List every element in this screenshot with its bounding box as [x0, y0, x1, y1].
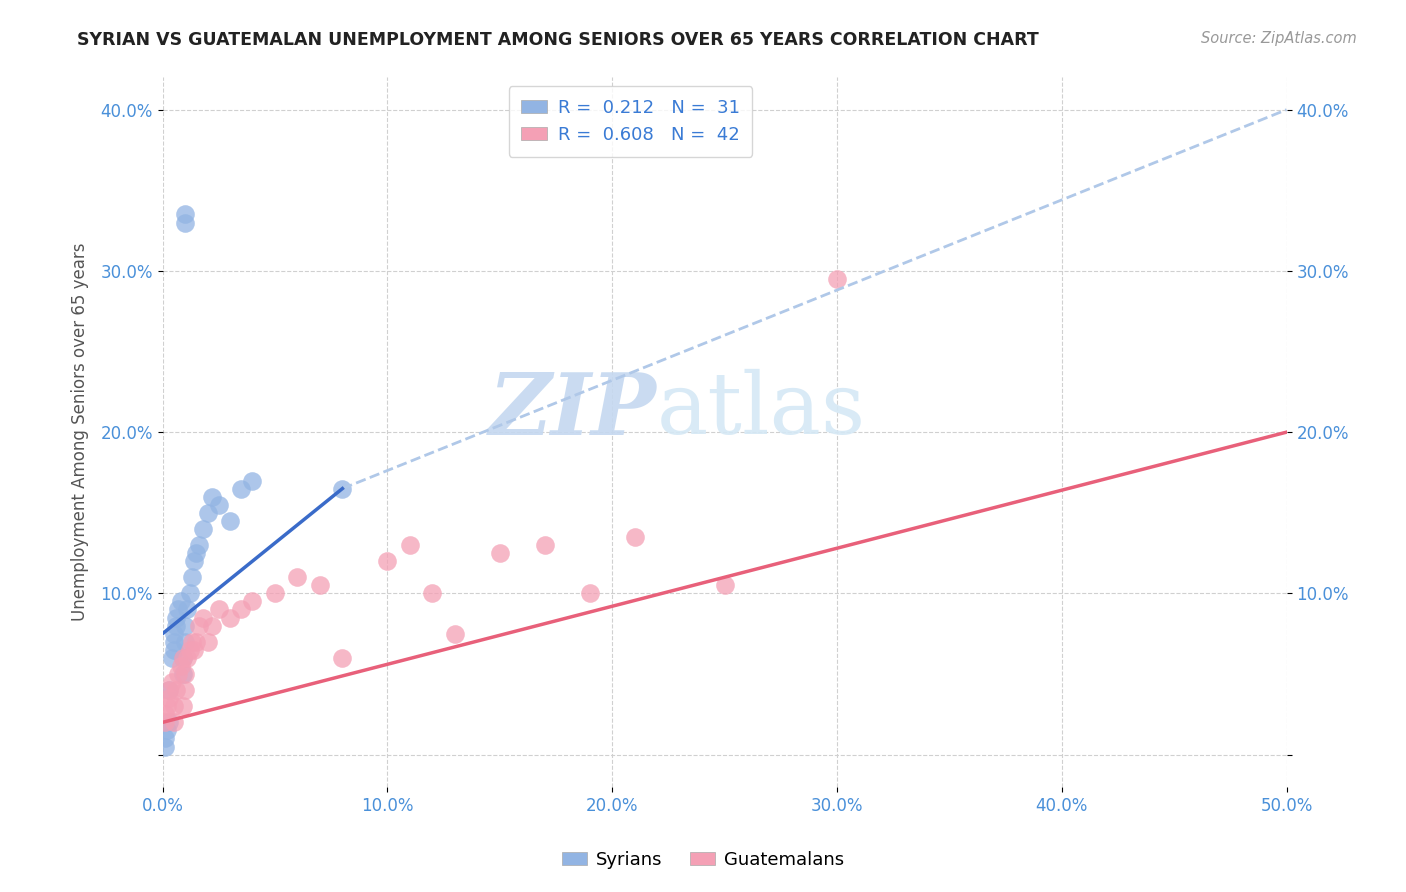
Point [174, 667, 197, 681]
Point [165, 618, 187, 632]
Point [208, 602, 231, 616]
Point [174, 207, 197, 221]
Point [180, 634, 202, 648]
Point [825, 272, 848, 286]
Point [420, 586, 443, 600]
Text: SYRIAN VS GUATEMALAN UNEMPLOYMENT AMONG SENIORS OVER 65 YEARS CORRELATION CHART: SYRIAN VS GUATEMALAN UNEMPLOYMENT AMONG … [77, 31, 1039, 49]
Y-axis label: Unemployment Among Seniors over 65 years: Unemployment Among Seniors over 65 years [72, 243, 89, 622]
Point [156, 699, 179, 714]
Point [208, 498, 231, 512]
Point [201, 490, 224, 504]
Text: ZIP: ZIP [489, 369, 657, 452]
Point [191, 610, 214, 624]
Legend: Syrians, Guatemalans: Syrians, Guatemalans [554, 844, 852, 876]
Point [174, 634, 197, 648]
Legend: R =  0.212   N =  31, R =  0.608   N =  42: R = 0.212 N = 31, R = 0.608 N = 42 [509, 87, 752, 157]
Point [197, 506, 219, 520]
Point [201, 618, 224, 632]
Point [264, 586, 287, 600]
Point [174, 683, 197, 698]
Point [377, 554, 399, 568]
Point [623, 530, 645, 544]
Point [157, 683, 180, 698]
Point [153, 739, 176, 754]
Text: atlas: atlas [657, 369, 866, 452]
Point [309, 578, 332, 592]
Point [163, 626, 186, 640]
Point [153, 707, 176, 722]
Point [163, 642, 186, 657]
Point [578, 586, 600, 600]
Point [176, 651, 198, 665]
Point [713, 578, 735, 592]
Point [488, 546, 510, 560]
Point [174, 618, 197, 632]
Point [167, 667, 190, 681]
Point [219, 514, 242, 528]
Point [163, 715, 186, 730]
Point [533, 538, 555, 552]
Point [172, 651, 194, 665]
Point [157, 715, 180, 730]
Point [172, 651, 194, 665]
Point [157, 691, 180, 706]
Point [153, 715, 176, 730]
Point [183, 642, 205, 657]
Point [186, 634, 208, 648]
Point [179, 586, 201, 600]
Point [332, 482, 354, 496]
Point [443, 626, 465, 640]
Point [242, 594, 264, 608]
Point [231, 602, 253, 616]
Point [332, 651, 354, 665]
Point [197, 634, 219, 648]
Point [160, 651, 183, 665]
Point [187, 538, 209, 552]
Point [176, 602, 198, 616]
Point [180, 570, 202, 584]
Text: Source: ZipAtlas.com: Source: ZipAtlas.com [1201, 31, 1357, 46]
Point [179, 642, 201, 657]
Point [169, 594, 191, 608]
Point [242, 474, 264, 488]
Point [153, 731, 176, 746]
Point [183, 554, 205, 568]
Point [219, 610, 242, 624]
Point [160, 675, 183, 690]
Point [163, 634, 186, 648]
Point [163, 699, 186, 714]
Point [172, 667, 194, 681]
Point [174, 215, 197, 229]
Point [287, 570, 309, 584]
Point [172, 699, 194, 714]
Point [191, 522, 214, 536]
Point [187, 618, 209, 632]
Point [399, 538, 422, 552]
Point [156, 723, 179, 738]
Point [165, 683, 187, 698]
Point [167, 602, 190, 616]
Point [157, 683, 180, 698]
Point [231, 482, 253, 496]
Point [169, 659, 191, 673]
Point [165, 610, 187, 624]
Point [186, 546, 208, 560]
